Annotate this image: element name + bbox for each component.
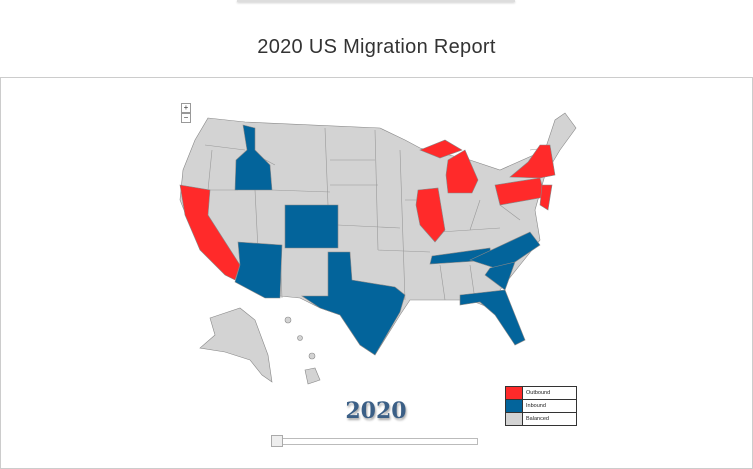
state[interactable] <box>539 184 553 211</box>
state[interactable] <box>469 231 541 269</box>
legend-swatch <box>506 400 523 412</box>
zoom-in[interactable]: + <box>181 103 191 113</box>
state[interactable] <box>234 124 273 191</box>
legend-label: Inbound <box>526 403 546 409</box>
state[interactable] <box>509 144 556 179</box>
slider-handle[interactable] <box>271 435 283 447</box>
year-slider[interactable] <box>272 438 478 445</box>
legend-swatch <box>506 387 523 399</box>
state[interactable] <box>284 204 339 249</box>
legend-swatch <box>506 413 523 425</box>
state[interactable] <box>301 251 406 356</box>
legend-label: Outbound <box>526 390 551 396</box>
legend-item: Inbound <box>506 400 576 413</box>
state[interactable] <box>445 149 479 194</box>
top-bar <box>237 0 515 2</box>
state[interactable] <box>419 139 463 159</box>
state[interactable] <box>199 307 273 383</box>
state[interactable] <box>415 187 446 243</box>
legend-item: Outbound <box>506 387 576 400</box>
year-label: 2020 <box>345 398 407 424</box>
state[interactable] <box>284 316 292 324</box>
state[interactable] <box>308 352 316 360</box>
state[interactable] <box>459 289 526 346</box>
state[interactable] <box>304 367 321 385</box>
legend-label: Balanced <box>526 416 549 422</box>
legend: Outbound Inbound Balanced <box>505 386 577 426</box>
state[interactable] <box>179 184 241 281</box>
state[interactable] <box>234 241 283 299</box>
state[interactable] <box>297 335 303 341</box>
zoom-out[interactable]: − <box>181 113 191 123</box>
legend-item: Balanced <box>506 413 576 425</box>
page-title: 2020 US Migration Report <box>257 36 496 58</box>
